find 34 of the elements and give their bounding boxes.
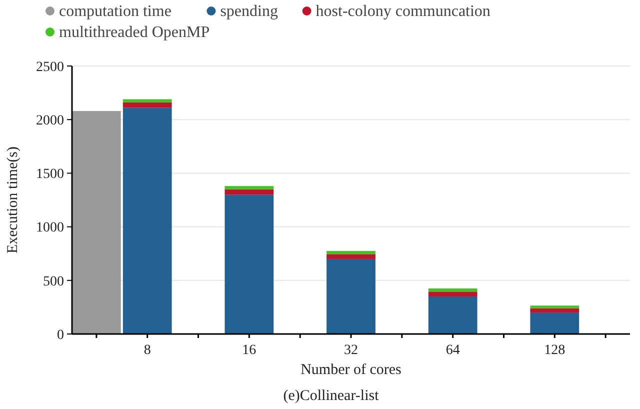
y-axis-title: Execution time(s): [5, 146, 21, 254]
x-tick-label: 64: [446, 343, 460, 358]
bar: [122, 99, 172, 102]
bar: [326, 258, 376, 334]
bar: [428, 296, 478, 334]
x-tick-label: 16: [242, 343, 256, 358]
bar: [72, 111, 121, 334]
bar: [530, 312, 580, 334]
legend-label: computation time: [59, 3, 172, 20]
bar: [224, 186, 274, 190]
bar: [326, 254, 376, 259]
y-tick-label: 500: [43, 274, 64, 290]
bar: [326, 250, 376, 254]
x-tick-label: 128: [544, 343, 566, 358]
y-tick-label: 0: [57, 328, 64, 343]
legend-label: host-colony communcation: [316, 3, 490, 20]
y-tick-label: 1000: [36, 220, 64, 236]
bar: [224, 194, 274, 334]
bar: [428, 292, 478, 296]
bar: [122, 102, 172, 108]
legend-label: spending: [220, 3, 278, 20]
bar: [428, 288, 478, 292]
legend-label: multithreaded OpenMP: [59, 24, 210, 41]
bar: [530, 306, 580, 308]
text: (e)Collinear-list: [283, 388, 380, 404]
x-tick-label: 32: [344, 343, 358, 358]
x-axis-title: Number of cores: [300, 362, 402, 378]
bar: [122, 108, 172, 334]
bar: [224, 189, 274, 195]
y-tick-label: 2000: [36, 114, 64, 128]
bar: [530, 308, 580, 313]
x-tick-label: 8: [144, 343, 151, 358]
y-tick-label: 1500: [36, 167, 64, 182]
y-tick-label: 2500: [36, 60, 64, 75]
